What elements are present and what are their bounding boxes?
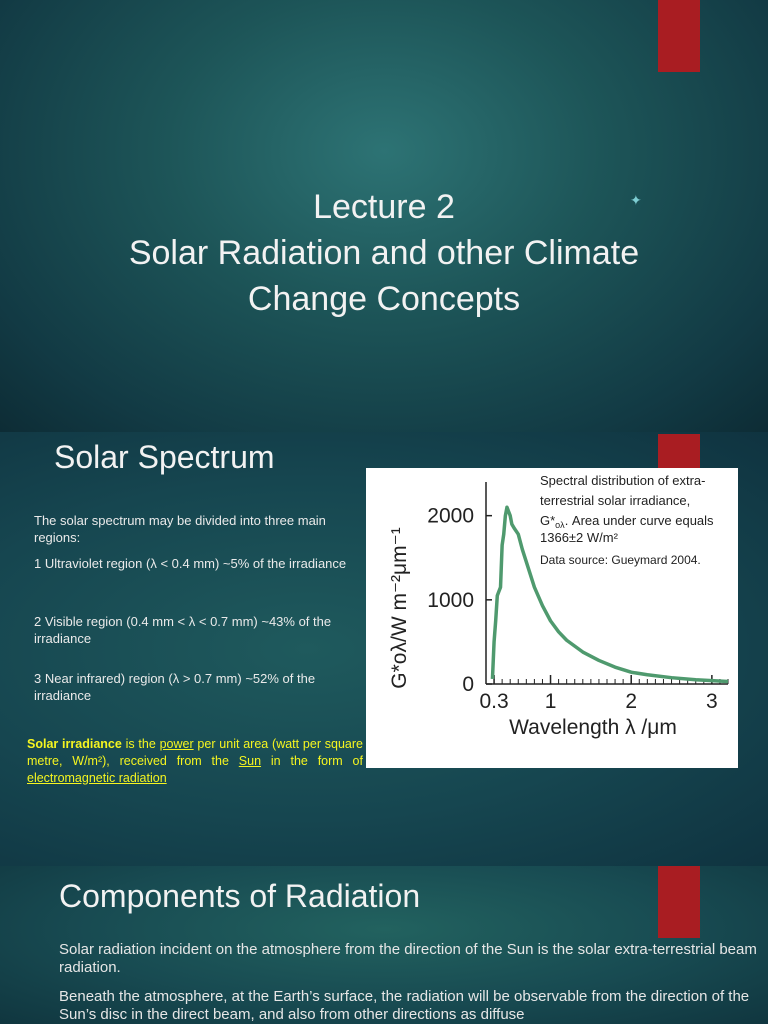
accent-bar: [658, 0, 700, 72]
annotation-source: Data source: Gueymard 2004.: [540, 553, 701, 567]
chart-ticks: 0 1000 2000 0.3 1 2 3: [427, 505, 729, 713]
annotation-line: terrestrial solar irradiance,: [540, 493, 690, 508]
chart-series: [490, 505, 729, 684]
region-ultraviolet: 1 Ultraviolet region (λ < 0.4 mm) ~5% of…: [34, 556, 347, 571]
region-visible: 2 Visible region (0.4 mm < λ < 0.7 mm) ~…: [34, 614, 332, 646]
chart-annotation: Spectral distribution of extra- terrestr…: [540, 473, 714, 567]
annotation-line: G*oλ. Area under curve equals: [540, 513, 714, 530]
title-slide: Lecture 2 Solar Radiation and other Clim…: [0, 0, 768, 432]
slide-title: Lecture 2 Solar Radiation and other Clim…: [0, 184, 768, 322]
irradiance-definition: Solar irradiance is the power per unit a…: [27, 736, 363, 787]
title-line: Lecture 2: [313, 188, 455, 226]
spectrum-chart: 0 1000 2000 0.3 1 2 3 G*oλ/W m⁻²μm⁻¹ Wavelengt…: [366, 468, 738, 768]
x-axis-label: Wavelength λ /μm: [509, 716, 677, 739]
y-tick-label: 2000: [427, 505, 474, 528]
annotation-line: 1366±2 W/m²: [540, 530, 619, 545]
sun-link[interactable]: Sun: [238, 754, 262, 768]
paragraph: Solar radiation incident on the atmosphe…: [59, 941, 757, 976]
title-line: Change Concepts: [247, 280, 521, 318]
y-axis-label: G*oλ/W m⁻²μm⁻¹: [388, 527, 411, 688]
components-slide: Components of Radiation Solar radiation …: [0, 866, 768, 1024]
x-tick-label: 2: [625, 690, 637, 713]
annotation-line: Spectral distribution of extra-: [540, 473, 705, 488]
definition-text: per unit area (watt per square metre, W/…: [27, 737, 363, 768]
definition-text: in the form of: [261, 754, 363, 768]
title-line: Solar Radiation and other Climate: [128, 234, 640, 272]
x-tick-label: 3: [706, 690, 718, 713]
spectrum-chart-svg: 0 1000 2000 0.3 1 2 3 G*oλ/W m⁻²μm⁻¹ Wavelengt…: [388, 473, 729, 739]
accent-bar: [658, 866, 700, 938]
annotation-subscript: oλ: [555, 520, 565, 530]
annotation-text: . Area under curve equals: [565, 513, 714, 528]
spectrum-intro: The solar spectrum may be divided into t…: [34, 513, 326, 545]
slide-heading: Solar Spectrum: [54, 439, 275, 475]
electromagnetic-radiation-link[interactable]: electromagnetic radiation: [27, 771, 167, 785]
x-tick-label: 0.3: [479, 690, 508, 713]
paragraph: Beneath the atmosphere, at the Earth’s s…: [59, 988, 750, 1023]
definition-text: is the: [121, 737, 160, 751]
y-tick-label: 1000: [427, 589, 474, 612]
x-tick-label: 1: [545, 690, 557, 713]
power-link[interactable]: power: [159, 737, 194, 751]
definition-term: Solar irradiance: [27, 737, 122, 751]
annotation-symbol: G*: [540, 513, 555, 528]
region-near-infrared: 3 Near infrared) region (λ > 0.7 mm) ~52…: [34, 671, 316, 703]
sparkle-icon: ✦: [630, 192, 642, 208]
y-tick-label: 0: [462, 673, 474, 696]
slide-heading: Components of Radiation: [59, 878, 421, 914]
irradiance-curve: [490, 505, 729, 684]
